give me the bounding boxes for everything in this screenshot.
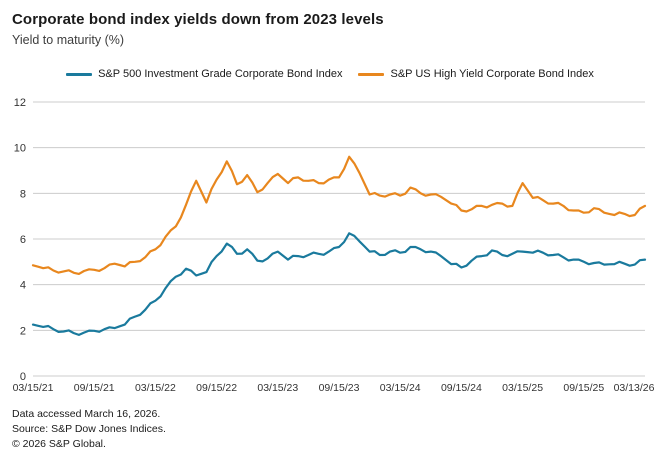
y-tick-label: 4 xyxy=(20,280,26,292)
page-title: Corporate bond index yields down from 20… xyxy=(12,11,384,28)
x-tick-label: 09/15/23 xyxy=(319,382,360,394)
y-tick-label: 10 xyxy=(14,143,26,155)
chart-legend: S&P 500 Investment Grade Corporate Bond … xyxy=(12,66,648,82)
legend-line-swatch-orange-icon xyxy=(358,72,385,76)
x-tick-label: 09/15/24 xyxy=(441,382,482,394)
chart-area: 0 2 4 6 8 10 12 03/15/21 09/15/21 03/15/22 09/15/2… xyxy=(0,94,660,396)
footer-data-accessed: Data accessed March 16, 2026. xyxy=(12,408,161,420)
x-tick-label: 03/15/25 xyxy=(502,382,543,394)
legend-label-high-yield: S&P US High Yield Corporate Bond Index xyxy=(390,68,594,80)
line-chart-svg: 0 2 4 6 8 10 12 03/15/21 09/15/21 03/15/22 09/15/2… xyxy=(13,97,655,394)
y-tick-label: 12 xyxy=(14,97,26,109)
x-tick-label: 03/15/24 xyxy=(380,382,421,394)
legend-label-investment-grade: S&P 500 Investment Grade Corporate Bond … xyxy=(98,68,343,80)
x-tick-label: 03/13/26 xyxy=(614,382,655,394)
series-line-high-yield xyxy=(31,155,647,275)
y-tick-label: 6 xyxy=(20,234,26,246)
page-subtitle: Yield to maturity (%) xyxy=(12,33,125,47)
footer-source: Source: S&P Dow Jones Indices. xyxy=(12,423,166,435)
x-tick-label: 03/15/21 xyxy=(13,382,54,394)
y-tick-label: 8 xyxy=(20,188,26,200)
series-line-investment-grade xyxy=(31,232,647,336)
x-tick-label: 03/15/22 xyxy=(135,382,176,394)
footer-copyright: © 2026 S&P Global. xyxy=(12,438,106,450)
legend-item-investment-grade: S&P 500 Investment Grade Corporate Bond … xyxy=(66,68,342,80)
x-tick-label: 09/15/22 xyxy=(196,382,237,394)
x-tick-label: 03/15/23 xyxy=(257,382,298,394)
chart-footer: Data accessed March 16, 2026. Source: S&… xyxy=(12,407,648,452)
legend-line-swatch-teal-icon xyxy=(66,72,93,76)
x-tick-label: 09/15/25 xyxy=(563,382,604,394)
y-tick-label: 0 xyxy=(20,371,26,383)
x-tick-label: 09/15/21 xyxy=(74,382,115,394)
y-tick-label: 2 xyxy=(20,325,26,337)
legend-item-high-yield: S&P US High Yield Corporate Bond Index xyxy=(358,68,594,80)
